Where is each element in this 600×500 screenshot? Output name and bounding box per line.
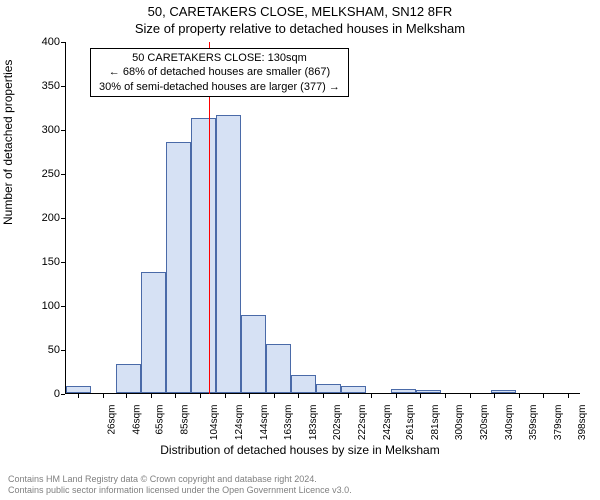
y-tick-label: 200 — [20, 212, 60, 224]
x-tick-mark — [494, 394, 495, 398]
y-tick-label: 150 — [20, 256, 60, 268]
x-tick-mark — [543, 394, 544, 398]
x-tick-label: 359sqm — [528, 405, 539, 441]
histogram-bar — [491, 390, 516, 393]
x-tick-mark — [298, 394, 299, 398]
chart-title: 50, CARETAKERS CLOSE, MELKSHAM, SN12 8FR — [0, 4, 600, 19]
histogram-bar — [291, 375, 316, 393]
histogram-bar — [416, 390, 441, 393]
y-tick-label: 300 — [20, 124, 60, 136]
y-tick-mark — [61, 218, 65, 219]
y-tick-label: 50 — [20, 344, 60, 356]
x-tick-label: 379sqm — [553, 405, 564, 441]
x-tick-label: 124sqm — [234, 405, 245, 441]
histogram-bar — [66, 386, 91, 393]
x-tick-label: 340sqm — [504, 405, 515, 441]
x-tick-label: 85sqm — [180, 405, 191, 435]
y-tick-label: 400 — [20, 36, 60, 48]
x-tick-mark — [126, 394, 127, 398]
x-tick-label: 163sqm — [283, 405, 294, 441]
x-tick-mark — [78, 394, 79, 398]
histogram-bar — [141, 272, 166, 393]
x-tick-mark — [568, 394, 569, 398]
x-tick-label: 26sqm — [106, 405, 117, 435]
x-tick-mark — [274, 394, 275, 398]
x-tick-mark — [348, 394, 349, 398]
annotation-line-2: ← 68% of detached houses are smaller (86… — [99, 65, 340, 79]
x-tick-mark — [470, 394, 471, 398]
x-tick-mark — [151, 394, 152, 398]
histogram-bar — [266, 344, 291, 393]
footer-line-1: Contains HM Land Registry data © Crown c… — [8, 474, 352, 485]
x-tick-mark — [445, 394, 446, 398]
histogram-bar — [216, 115, 241, 393]
x-tick-mark — [249, 394, 250, 398]
x-tick-label: 242sqm — [382, 405, 393, 441]
y-tick-mark — [61, 42, 65, 43]
annotation-box: 50 CARETAKERS CLOSE: 130sqm ← 68% of det… — [90, 48, 349, 97]
x-tick-label: 222sqm — [357, 405, 368, 441]
y-tick-mark — [61, 262, 65, 263]
y-tick-mark — [61, 174, 65, 175]
histogram-bar — [116, 364, 141, 393]
x-tick-label: 202sqm — [332, 405, 343, 441]
x-tick-label: 104sqm — [209, 405, 220, 441]
histogram-bar — [191, 118, 216, 393]
x-tick-label: 398sqm — [577, 405, 588, 441]
x-tick-mark — [420, 394, 421, 398]
x-tick-label: 46sqm — [131, 405, 142, 435]
chart-container: 50, CARETAKERS CLOSE, MELKSHAM, SN12 8FR… — [0, 0, 600, 500]
histogram-bar — [241, 315, 266, 393]
x-tick-mark — [225, 394, 226, 398]
histogram-bar — [341, 386, 366, 393]
y-tick-mark — [61, 130, 65, 131]
x-tick-mark — [323, 394, 324, 398]
y-tick-label: 100 — [20, 300, 60, 312]
footer-text: Contains HM Land Registry data © Crown c… — [8, 474, 352, 496]
y-tick-label: 350 — [20, 80, 60, 92]
x-tick-label: 261sqm — [405, 405, 416, 441]
x-axis-label: Distribution of detached houses by size … — [0, 443, 600, 457]
y-axis-label: Number of detached properties — [1, 60, 15, 225]
y-tick-mark — [61, 394, 65, 395]
x-tick-mark — [371, 394, 372, 398]
x-tick-mark — [396, 394, 397, 398]
y-tick-mark — [61, 306, 65, 307]
x-tick-mark — [103, 394, 104, 398]
y-tick-label: 250 — [20, 168, 60, 180]
x-tick-label: 281sqm — [430, 405, 441, 441]
y-tick-mark — [61, 350, 65, 351]
chart-subtitle: Size of property relative to detached ho… — [0, 21, 600, 36]
x-tick-label: 65sqm — [155, 405, 166, 435]
x-tick-label: 183sqm — [308, 405, 319, 441]
histogram-bar — [316, 384, 341, 393]
x-tick-mark — [200, 394, 201, 398]
x-tick-mark — [175, 394, 176, 398]
x-tick-label: 320sqm — [479, 405, 490, 441]
x-tick-label: 144sqm — [259, 405, 270, 441]
annotation-line-1: 50 CARETAKERS CLOSE: 130sqm — [99, 51, 340, 65]
footer-line-2: Contains public sector information licen… — [8, 485, 352, 496]
x-tick-mark — [519, 394, 520, 398]
histogram-bar — [166, 142, 191, 393]
y-tick-label: 0 — [20, 388, 60, 400]
y-tick-mark — [61, 86, 65, 87]
histogram-bar — [391, 389, 416, 393]
annotation-line-3: 30% of semi-detached houses are larger (… — [99, 80, 340, 94]
x-tick-label: 300sqm — [454, 405, 465, 441]
